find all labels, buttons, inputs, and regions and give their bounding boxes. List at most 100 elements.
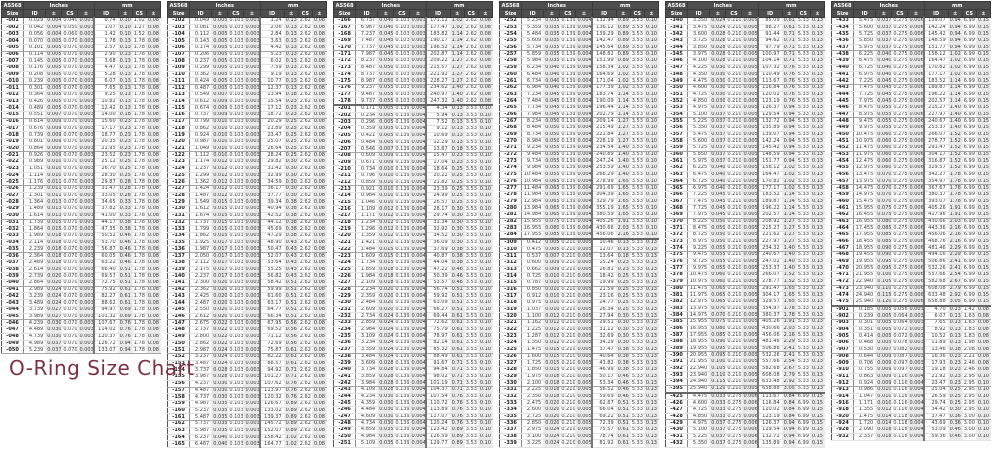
cell-cs-inches: 0.275 [725,413,743,421]
cell-id-mm: 247.02 [757,258,783,266]
cell-tol-id-inches: 0.028 [377,379,395,387]
cell-tol-cs-inches: 0.005 [741,385,759,394]
cell-id-inches: 2.489 [23,259,47,267]
table-row: -913 0.986 0.010 0.116 0.004 25.04 0.25 2.95 0.1… [831,386,992,394]
cell-tol-cs-inches: 0.003 [243,44,261,52]
cell-tol-id-mm: 0.23 [948,366,963,374]
cell-cs-inches: 0.103 [227,151,245,160]
cell-tol-id-inches: 0.055 [875,124,893,132]
cell-tol-cs-inches: 0.006 [907,144,925,152]
cell-id-mm: 129.54 [757,111,783,119]
table-row: -438 6.225 0.040 0.275 0.006 158.12 1.02 6.99 0.… [831,50,992,59]
cell-id-mm: 44.04 [425,259,451,267]
cell-tol-cs-inches: 0.005 [575,393,593,401]
cell-cs-inches: 0.103 [393,91,411,99]
cell-cs-mm: 3.53 [630,144,645,152]
cell-tol-cs-inches: 0.005 [741,191,759,199]
cell-cs-mm: 3.53 [464,413,479,421]
cell-id-inches: 3.859 [355,373,379,381]
cell-tol-id-mm: 0.51 [118,266,133,274]
table-row: -011 0.301 0.005 0.070 0.003 7.65 0.13 1.78 0.08 [1,84,162,92]
cell-cs-mm: 2.62 [298,91,313,99]
cell-cs-inches: 0.139 [393,125,411,133]
table-row: -341 3.475 0.024 0.210 0.005 88.27 0.61 5.33 0.1… [665,24,826,32]
cell-tol-id-mm: 1.14 [616,111,631,119]
cell-size: -214 [333,192,357,200]
cell-size: -447 [831,111,855,119]
cell-id-mm: 53.09 [923,426,949,434]
cell-tol-id-mm: 1.40 [616,151,631,159]
cell-tol-cs-inches: 0.004 [409,239,427,247]
cell-tol-cs-inches: 0.005 [741,178,759,186]
cell-cs-mm: 3.53 [630,224,645,232]
header-id-mm: ID [259,9,285,18]
table-row: -050 5.239 0.037 0.070 0.003 133.07 0.94 1.78 0.… [1,346,162,354]
table-row: -019 0.801 0.009 0.070 0.003 20.35 0.23 1.78 0.0… [1,138,162,146]
table-row: -175 8.987 0.050 0.103 0.003 228.27 1.27 2.62 0.… [333,77,494,85]
cell-tol-id-inches: 0.005 [211,77,229,86]
cell-cs-mm: 5.33 [630,306,645,314]
cell-size: -040 [1,279,25,287]
cell-size: -222 [333,246,357,254]
cell-cs-inches: 0.040 [61,17,79,25]
table-row: -015 0.551 0.007 0.070 0.003 14.00 0.18 1.78 0.0… [1,111,162,119]
cell-id-mm: 221.84 [591,131,617,139]
cell-id-mm: 43.82 [591,359,617,367]
table-row: -032 1.864 0.015 0.070 0.003 47.35 0.38 1.78 0.0… [1,225,162,233]
cell-cs-mm: 1.78 [132,259,147,267]
cell-id-inches: 2.987 [189,346,213,354]
cell-id-inches: 10.484 [521,171,545,179]
table-row: -390 20.955 0.095 0.210 0.005 532.26 2.41 5.33 0… [665,351,826,360]
cell-cs-inches: 0.070 [61,131,79,139]
cell-tol-cs-inches: 0.004 [409,272,427,280]
cell-tol-cs-mm: 0.08 [146,98,162,106]
table-row: -436 5.850 0.037 0.275 0.006 148.59 0.94 6.99 0.… [831,37,992,45]
cell-size: -457 [831,178,855,186]
cell-size: -321 [499,319,523,327]
cell-cs-inches: 0.103 [227,185,245,193]
cell-size: -229 [333,292,357,300]
cell-id-mm: 24.99 [425,192,451,200]
cell-cs-inches: 0.210 [725,318,743,326]
cell-cs-mm: 1.78 [132,158,147,166]
cell-id-inches: 5.475 [853,17,877,25]
cell-tol-id-inches: 0.028 [709,44,727,52]
cell-size: -311 [499,252,523,260]
cell-id-inches: 0.975 [521,299,545,307]
cell-cs-mm: 1.78 [132,57,147,66]
cell-tol-cs-mm: 0.15 [810,433,826,441]
cell-cs-inches: 0.139 [559,57,577,65]
cell-tol-id-mm: 0.71 [450,366,465,374]
cell-id-mm: 113.67 [757,392,783,401]
cell-tol-id-inches: 0.110 [709,371,727,380]
cell-id-mm: 10.52 [923,332,949,341]
cell-tol-id-mm: 0.84 [782,392,797,401]
cell-tol-cs-mm: 0.15 [976,251,992,259]
cell-tol-id-mm: 0.94 [948,30,963,39]
cell-tol-id-mm: 1.02 [616,71,631,79]
cell-cs-mm: 2.62 [298,198,313,207]
cell-tol-id-mm: 1.14 [948,84,963,92]
cell-cs-mm: 1.78 [132,239,147,247]
cell-id-mm: 4.47 [93,64,119,72]
cell-tol-cs-inches: 0.005 [575,399,593,407]
table-row: -350 4.600 0.030 0.210 0.005 116.84 0.76 5.33 0.… [665,84,826,92]
cell-tol-id-inches: 0.055 [543,151,561,159]
cell-tol-id-inches: 0.020 [377,292,395,300]
cell-cs-inches: 0.275 [891,104,909,112]
cell-tol-id-mm: 0.61 [450,353,465,361]
cell-tol-cs-inches: 0.005 [741,264,759,273]
cell-tol-cs-mm: 0.08 [478,57,494,65]
cell-cs-mm: 6.99 [962,264,977,273]
cell-id-inches: 2.114 [23,239,47,247]
cell-cs-inches: 0.275 [891,191,909,199]
header-id-mm: ID [93,9,119,18]
cell-tol-cs-mm: 0.15 [976,44,992,52]
cell-id-mm: 291.47 [757,285,783,293]
cell-tol-cs-mm: 0.08 [976,353,992,361]
cell-id-inches: 8.484 [521,124,545,132]
cell-tol-id-inches: 0.050 [543,131,561,139]
cell-tol-cs-inches: 0.005 [741,131,759,139]
cell-tol-id-mm: 1.14 [450,37,465,45]
cell-cs-mm: 5.33 [796,111,811,119]
